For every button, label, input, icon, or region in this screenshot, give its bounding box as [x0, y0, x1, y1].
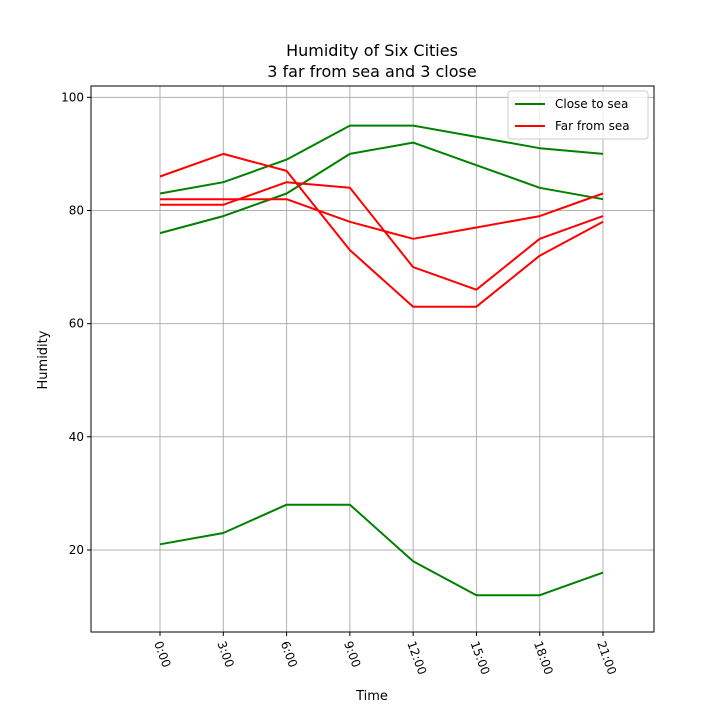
x-tick-label: 0:00	[151, 639, 173, 669]
x-axis-ticks: 0:00 3:00 6:00 9:00 12:00 15:00 18:00 21:00	[151, 632, 619, 677]
series-line-close-2	[159, 141, 604, 235]
x-axis-label: Time	[355, 689, 388, 704]
series-line-close-3	[159, 503, 604, 597]
legend: Close to sea Far from sea	[507, 90, 649, 140]
series-line-far-4	[159, 152, 604, 308]
series-lines	[159, 124, 604, 597]
y-tick-label: 60	[69, 317, 84, 331]
y-tick-label: 20	[69, 543, 84, 557]
y-tick-label: 80	[69, 203, 84, 217]
x-tick-label: 12:00	[404, 639, 429, 676]
x-tick-label: 3:00	[214, 639, 236, 669]
x-tick-label: 18:00	[531, 639, 556, 676]
chart-title: Humidity of Six Cities	[286, 41, 458, 60]
legend-label-close: Close to sea	[555, 97, 628, 111]
y-tick-label: 40	[69, 430, 84, 444]
series-line-close-1	[159, 124, 604, 195]
chart-subtitle: 3 far from sea and 3 close	[267, 62, 476, 81]
plot-frame	[90, 85, 655, 633]
y-tick-label: 100	[61, 90, 84, 104]
x-tick-label: 21:00	[594, 639, 619, 676]
series-line-far-5	[160, 192, 604, 240]
legend-label-far: Far from sea	[555, 119, 630, 133]
y-axis-label: Humidity	[36, 330, 51, 389]
y-axis-ticks: 20 40 60 80 100	[61, 90, 91, 557]
grid	[91, 86, 654, 632]
x-tick-label: 6:00	[278, 639, 300, 669]
x-tick-label: 15:00	[468, 639, 493, 676]
x-tick-label: 9:00	[341, 639, 363, 669]
series-line-far-6	[160, 181, 604, 291]
